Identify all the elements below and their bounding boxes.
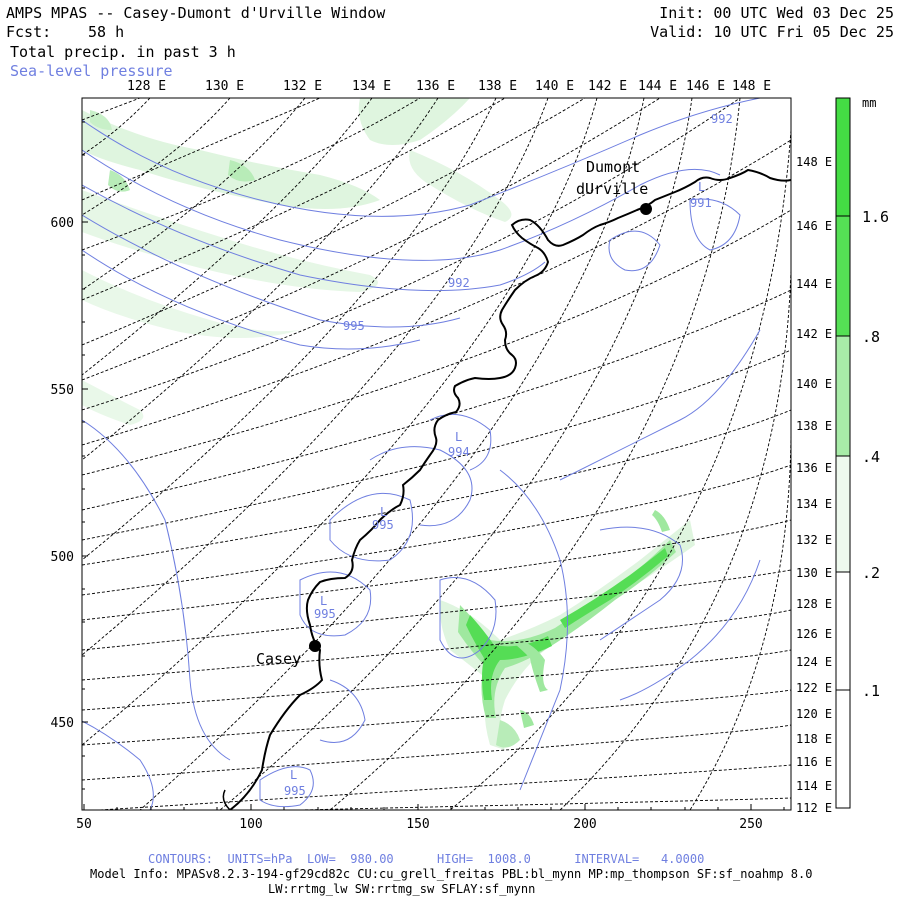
forecast-label: Fcst:: [6, 23, 52, 41]
graticule: [82, 98, 791, 810]
colorbar-unit: mm: [862, 96, 876, 110]
low-marker: L: [698, 180, 705, 194]
right-lat-label: 122 E: [796, 681, 832, 695]
colorbar-level: [836, 216, 850, 336]
contour-label: 995: [314, 607, 336, 621]
station-label-casey: Casey: [256, 650, 301, 668]
low-marker: L: [455, 430, 462, 444]
colorbar-level: [836, 98, 850, 216]
x-axis-label: 250: [739, 817, 762, 832]
right-lat-label: 118 E: [796, 732, 832, 746]
low-marker: L: [290, 768, 297, 782]
coastline: [222, 168, 791, 810]
top-lon-label: 148 E: [732, 79, 771, 94]
model-info: Model Info: MPASv8.2.3-194-gf29cd82c CU:…: [90, 867, 813, 881]
contour-label: 995: [372, 518, 394, 532]
right-lat-label: 128 E: [796, 597, 832, 611]
contour-label: 995: [284, 784, 306, 798]
right-lat-label: 136 E: [796, 461, 832, 475]
top-lon-label: 130 E: [205, 79, 244, 94]
station-label-dumont-1: Dumont: [586, 158, 640, 176]
right-lat-label: 120 E: [796, 707, 832, 721]
contour-label: 992: [711, 112, 733, 126]
top-lon-label: 140 E: [535, 79, 574, 94]
contour-label: 994: [448, 445, 470, 459]
station-marker-dumont: [640, 203, 652, 215]
right-lat-label: 144 E: [796, 277, 832, 291]
colorbar-label: .8: [862, 328, 880, 346]
low-marker: L: [320, 594, 327, 608]
contour-label: 991: [690, 196, 712, 210]
top-lon-label: 144 E: [638, 79, 677, 94]
colorbar-label: .4: [862, 448, 880, 466]
top-lon-label: 142 E: [588, 79, 627, 94]
right-lat-label: 124 E: [796, 655, 832, 669]
contours-info: CONTOURS: UNITS=hPa LOW= 980.00 HIGH= 10…: [148, 852, 705, 866]
y-axis-label: 450: [51, 716, 74, 731]
right-lat-label: 112 E: [796, 801, 832, 815]
y-axis-label: 550: [51, 383, 74, 398]
top-lon-label: 138 E: [478, 79, 517, 94]
right-lat-label: 134 E: [796, 497, 832, 511]
init-time: Init: 00 UTC Wed 03 Dec 25: [659, 4, 894, 22]
map-frame: [81, 97, 792, 811]
top-lon-label: 132 E: [283, 79, 322, 94]
right-lat-label: 130 E: [796, 566, 832, 580]
right-lat-label: 132 E: [796, 533, 832, 547]
forecast-hours: 58 h: [88, 23, 125, 41]
pressure-contours: [82, 98, 761, 810]
x-axis-label: 100: [239, 817, 262, 832]
station-marker-casey: [309, 640, 321, 652]
right-lat-label: 126 E: [796, 627, 832, 641]
colorbar-level: [836, 336, 850, 456]
right-lat-label: 148 E: [796, 155, 832, 169]
overlay-label: Sea-level pressure: [10, 62, 173, 80]
right-lat-label: 138 E: [796, 419, 832, 433]
valid-time: Valid: 10 UTC Fri 05 Dec 25: [650, 23, 894, 41]
right-lat-label: 142 E: [796, 327, 832, 341]
right-lat-label: 140 E: [796, 377, 832, 391]
contour-label: 992: [448, 276, 470, 290]
top-lon-label: 134 E: [352, 79, 391, 94]
colorbar: [835, 97, 851, 809]
contour-label: 995: [343, 319, 365, 333]
colorbar-label: .1: [862, 682, 880, 700]
map-title: AMPS MPAS -- Casey-Dumont d'Urville Wind…: [6, 4, 386, 22]
x-axis-label: 150: [406, 817, 429, 832]
low-marker: L: [380, 505, 387, 519]
right-lat-label: 116 E: [796, 755, 832, 769]
right-lat-label: 114 E: [796, 779, 832, 793]
colorbar-label: 1.6: [862, 208, 889, 226]
top-lon-label: 128 E: [127, 79, 166, 94]
y-axis-label: 600: [51, 216, 74, 231]
colorbar-level: [836, 456, 850, 572]
colorbar-level: [836, 572, 850, 690]
right-lat-label: 146 E: [796, 219, 832, 233]
field-label: Total precip. in past 3 h: [10, 43, 236, 61]
station-label-dumont-2: dUrville: [576, 180, 648, 198]
colorbar-label: .2: [862, 564, 880, 582]
x-axis-label: 50: [76, 817, 92, 832]
colorbar-level: [836, 690, 850, 808]
x-axis-label: 200: [573, 817, 596, 832]
top-lon-label: 136 E: [416, 79, 455, 94]
precip-shading: [82, 98, 695, 750]
y-axis-label: 500: [51, 550, 74, 565]
top-lon-label: 146 E: [686, 79, 725, 94]
physics-info: LW:rrtmg_lw SW:rrtmg_sw SFLAY:sf_mynn: [268, 882, 536, 896]
